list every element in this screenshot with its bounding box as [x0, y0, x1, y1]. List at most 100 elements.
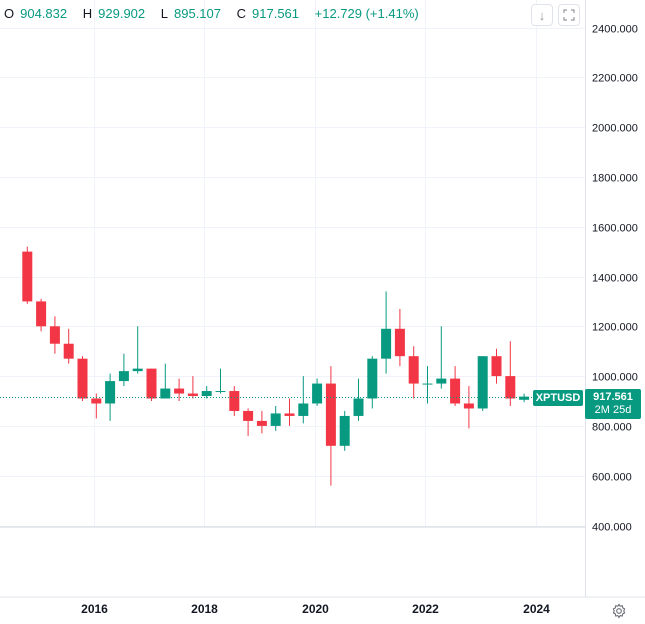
candle-body [105, 381, 116, 404]
candle [339, 410, 350, 451]
candle-body [367, 358, 378, 399]
candle-body [270, 413, 281, 426]
candle [22, 246, 33, 304]
candle [284, 398, 295, 426]
arrow-down-icon: ↓ [538, 7, 546, 23]
price-tick-label: 1200.000 [592, 322, 638, 334]
candle-body [174, 388, 185, 394]
candle-body [36, 301, 47, 327]
candle [505, 341, 516, 406]
candle [118, 353, 129, 387]
candle [270, 405, 281, 431]
candle-body [201, 391, 212, 397]
symbol-label: XPTUSD [533, 390, 583, 406]
last-price-value: 917.561 [593, 391, 633, 403]
bar-countdown: 2M 25d [594, 404, 632, 416]
price-tick-label: 400.000 [592, 522, 632, 534]
time-tick-label: 2018 [191, 602, 218, 616]
candle [477, 356, 488, 411]
candle [298, 376, 309, 424]
candle [63, 328, 74, 364]
low-value: 895.107 [174, 6, 221, 21]
candle [201, 386, 212, 399]
candle-body [312, 383, 323, 404]
candle-body [463, 403, 474, 409]
price-tick-label: 800.000 [592, 422, 632, 434]
scroll-to-realtime-button[interactable]: ↓ [531, 4, 553, 26]
candle [519, 393, 530, 403]
candle [132, 326, 143, 374]
candle-body [436, 378, 447, 384]
time-axis[interactable]: 2016 2018 2020 2022 2024 [81, 602, 550, 616]
candle-body [450, 378, 461, 404]
fullscreen-icon [563, 9, 575, 21]
price-tick-label: 1800.000 [592, 173, 638, 185]
candle [436, 326, 447, 389]
high-key: H [82, 6, 93, 21]
open-key: O [4, 6, 15, 21]
change-value: +12.729 (+1.41%) [314, 6, 419, 21]
candle [36, 298, 47, 332]
candle-body [49, 326, 60, 344]
candle-body [229, 391, 240, 411]
ohlc-legend: O 904.832 H 929.902 L 895.107 C 917.561 +12.… [4, 6, 425, 21]
candle [105, 373, 116, 421]
candle-body [381, 328, 392, 359]
candle [49, 316, 60, 354]
candle-body [477, 356, 488, 409]
candle-body [325, 383, 336, 446]
grid-lines [0, 0, 585, 527]
candle-body [187, 393, 198, 397]
price-tick-label: 1400.000 [592, 273, 638, 285]
candle [215, 368, 226, 394]
settings-button[interactable] [609, 601, 629, 621]
candles [22, 246, 530, 486]
close-value: 917.561 [252, 6, 300, 21]
price-tick-label: 600.000 [592, 472, 632, 484]
candle [422, 366, 433, 404]
price-tick-label: 2200.000 [592, 73, 638, 85]
candle [408, 346, 419, 399]
candle-body [491, 356, 502, 377]
candle-body [505, 376, 516, 399]
candle [187, 376, 198, 399]
time-tick-label: 2024 [523, 602, 550, 616]
candle-body [339, 415, 350, 446]
last-price-label: 917.561 2M 25d [585, 389, 641, 419]
candle [394, 308, 405, 367]
candle-body [519, 396, 530, 400]
gear-icon [612, 603, 626, 619]
candle-body [215, 391, 226, 393]
fullscreen-button[interactable] [558, 4, 580, 26]
time-tick-label: 2016 [81, 602, 108, 616]
candle [463, 386, 474, 429]
close-key: C [236, 6, 247, 21]
candle-body [132, 368, 143, 372]
low-key: L [160, 6, 168, 21]
price-tick-label: 2000.000 [592, 123, 638, 135]
candle [381, 291, 392, 374]
candle [146, 368, 157, 401]
price-tick-label: 2400.000 [592, 24, 638, 36]
candle [229, 386, 240, 416]
candle-body [22, 251, 33, 302]
candle [243, 408, 254, 436]
price-axis: 400.000 600.000 800.000 1000.000 1200.000 140… [592, 24, 638, 534]
candle-body [91, 398, 102, 404]
candle-body [160, 388, 171, 399]
candle [491, 348, 502, 384]
candle-body [63, 343, 74, 359]
candle [77, 356, 88, 401]
candle-body [243, 410, 254, 421]
time-tick-label: 2022 [412, 602, 439, 616]
candle [256, 410, 267, 434]
candle-body [408, 356, 419, 384]
candle-body [77, 358, 88, 399]
open-value: 904.832 [20, 6, 68, 21]
candle-body [118, 371, 129, 382]
candle [160, 363, 171, 399]
price-tick-label: 1600.000 [592, 223, 638, 235]
candle-body [284, 413, 295, 416]
candle [325, 366, 336, 486]
